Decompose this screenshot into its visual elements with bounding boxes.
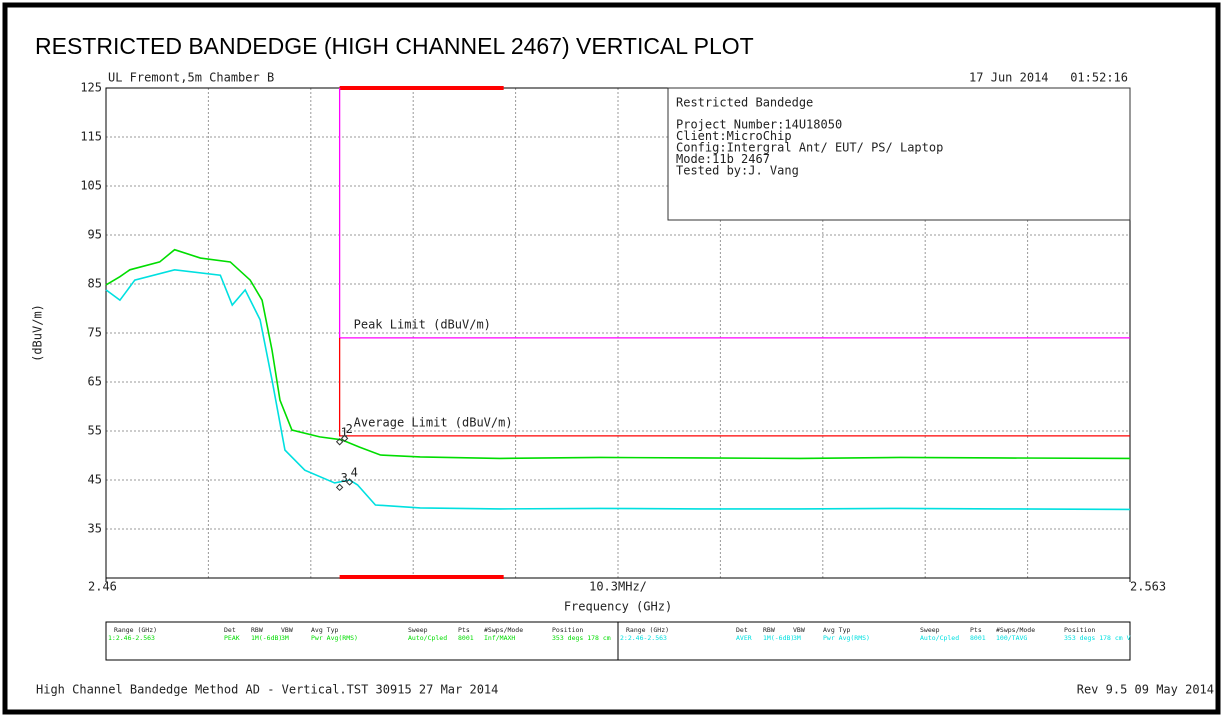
table-header: #Swps/Mode [996, 626, 1035, 634]
y-tick-label: 105 [80, 179, 102, 193]
table-cell: 2:2.46-2.563 [620, 634, 667, 642]
table-header: Range (GHz) [114, 626, 157, 634]
table-cell: AVER [736, 634, 752, 642]
y-tick-label: 115 [80, 130, 102, 144]
table-cell: 1M(-6dB) [251, 634, 282, 642]
marker [340, 434, 349, 443]
table-header: Avg Typ [823, 626, 850, 634]
info-line: Mode:11b 2467 [676, 152, 770, 166]
y-tick-label: 65 [88, 375, 102, 389]
footer-right: Rev 9.5 09 May 2014 [1077, 683, 1214, 697]
table-cell: PEAK [224, 634, 240, 642]
x-division-label: 10.3MHz/ [589, 580, 647, 594]
table-header: VBW [793, 626, 805, 634]
table-header: Sweep [408, 626, 428, 634]
trace [105, 248, 1131, 460]
table-header: VBW [281, 626, 293, 634]
marker-label: 2 [346, 422, 353, 436]
header-right: 17 Jun 2014 01:52:16 [969, 71, 1128, 85]
y-tick-label: 35 [88, 522, 102, 536]
trace [105, 268, 1131, 511]
table-cell: Auto/Cpled [408, 634, 447, 642]
marker [345, 478, 354, 486]
table-header: Avg Typ [311, 626, 338, 634]
limit-label: Average Limit (dBuV/m) [354, 415, 513, 429]
info-line: Tested by:J. Vang [676, 164, 799, 178]
table-cell: Pwr Avg(RMS) [311, 634, 358, 642]
x-axis-label: Frequency (GHz) [564, 600, 672, 614]
info-line: Client:MicroChip [676, 129, 792, 143]
table-cell: Auto/Cpled [920, 634, 959, 642]
footer-left: High Channel Bandedge Method AD - Vertic… [36, 683, 498, 697]
table-header: Det [736, 626, 748, 634]
marker [335, 483, 344, 492]
x-tick-label: 2.563 [1130, 580, 1166, 594]
table-header: RBW [763, 626, 775, 634]
table-header: #Swps/Mode [484, 626, 523, 634]
info-title: Restricted Bandedge [676, 96, 813, 110]
table-header: Position [552, 626, 583, 634]
y-tick-label: 75 [88, 326, 102, 340]
table-cell: 1M(-6dB) [763, 634, 794, 642]
table-cell: 3M [793, 634, 801, 642]
chart-title: RESTRICTED BANDEDGE (HIGH CHANNEL 2467) … [35, 33, 754, 59]
table-cell: 100/TAVG [996, 634, 1027, 642]
table-header: Range (GHz) [626, 626, 669, 634]
trace [338, 337, 1130, 437]
table-cell: 1:2.46-2.563 [108, 634, 155, 642]
plot-border [105, 87, 1131, 579]
table-header: Position [1064, 626, 1095, 634]
table-cell: Pwr Avg(RMS) [823, 634, 870, 642]
table-header: Pts [970, 626, 982, 634]
info-box [667, 87, 1131, 221]
marker-label: 1 [341, 425, 348, 439]
marker-label: 4 [351, 465, 358, 479]
table-header: RBW [251, 626, 263, 634]
y-tick-label: 95 [88, 228, 102, 242]
y-tick-label: 125 [80, 81, 102, 95]
info-line: Project Number:14U18050 [676, 118, 842, 132]
marker [335, 438, 344, 446]
marker-label: 3 [341, 471, 348, 485]
table-cell: 353 degs 178 cm [552, 634, 611, 642]
table-cell: Inf/MAXH [484, 634, 515, 642]
table-header: Sweep [920, 626, 940, 634]
table-cell: 353 degs 178 cm V [1064, 634, 1131, 642]
x-tick-label: 2.46 [88, 580, 117, 594]
info-line: Config:Intergral Ant/ EUT/ PS/ Laptop [676, 141, 943, 155]
y-tick-label: 55 [88, 424, 102, 438]
y-tick-label: 45 [88, 473, 102, 487]
table-cell: 8001 [458, 634, 474, 642]
y-tick-label: 85 [88, 277, 102, 291]
table-cell: 3M [281, 634, 289, 642]
table-header: Det [224, 626, 236, 634]
table-cell: 8001 [970, 634, 986, 642]
header-left: UL Fremont,5m Chamber B [108, 71, 274, 85]
limit-label: Peak Limit (dBuV/m) [354, 317, 491, 331]
y-axis-label: (dBuV/m) [31, 304, 45, 362]
table-header: Pts [458, 626, 470, 634]
